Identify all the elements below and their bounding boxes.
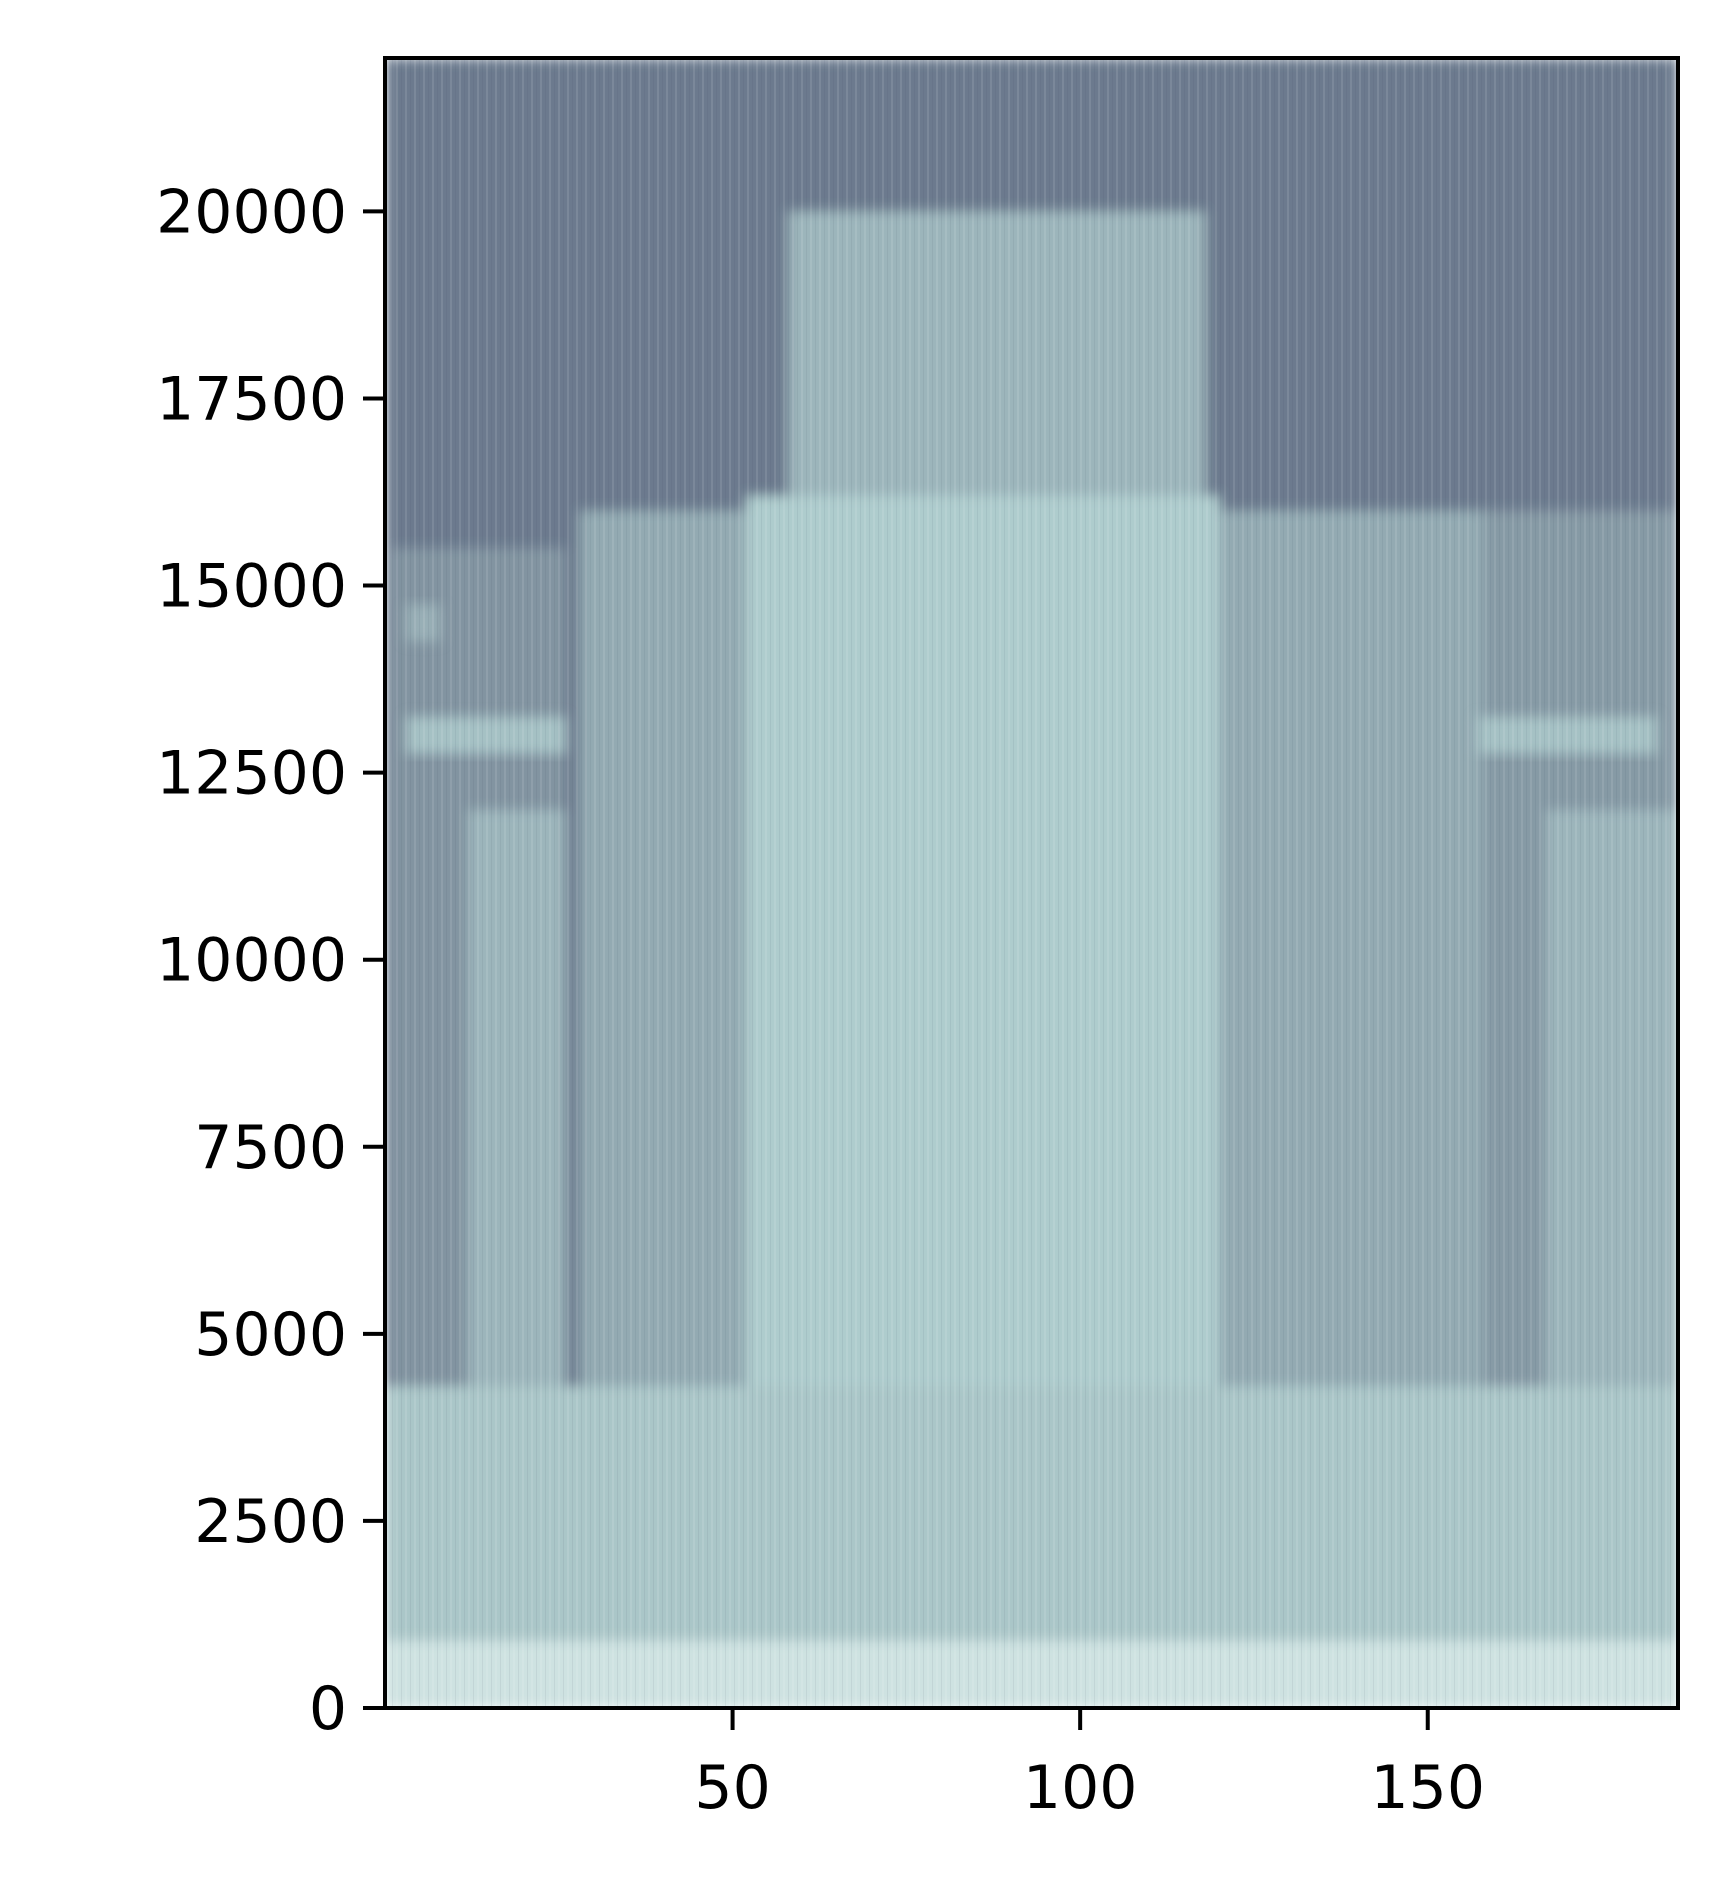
plot-frame: [383, 56, 1680, 1710]
y-tick-label-8: 20000: [156, 177, 347, 247]
y-tick-label-4: 10000: [156, 926, 347, 996]
y-tick-label-0: 0: [309, 1674, 347, 1744]
y-tick-label-6: 15000: [156, 552, 347, 622]
plot-area: [385, 58, 1678, 1708]
y-tick-label-7: 17500: [156, 364, 347, 434]
y-tick-label-2: 5000: [194, 1300, 347, 1370]
streak-texture: [385, 58, 1678, 1708]
x-tick-label-2: 150: [1370, 1753, 1485, 1823]
y-tick-label-3: 7500: [194, 1113, 347, 1183]
y-tick-label-1: 2500: [194, 1487, 347, 1557]
x-tick-label-1: 100: [1023, 1753, 1138, 1823]
y-tick-label-5: 12500: [156, 739, 347, 809]
x-axis: 50 100 150: [694, 1708, 1485, 1823]
x-tick-label-0: 50: [694, 1753, 770, 1823]
y-axis: 0 2500 5000 7500 10000 12500 15000 17500 20000: [156, 177, 385, 1744]
